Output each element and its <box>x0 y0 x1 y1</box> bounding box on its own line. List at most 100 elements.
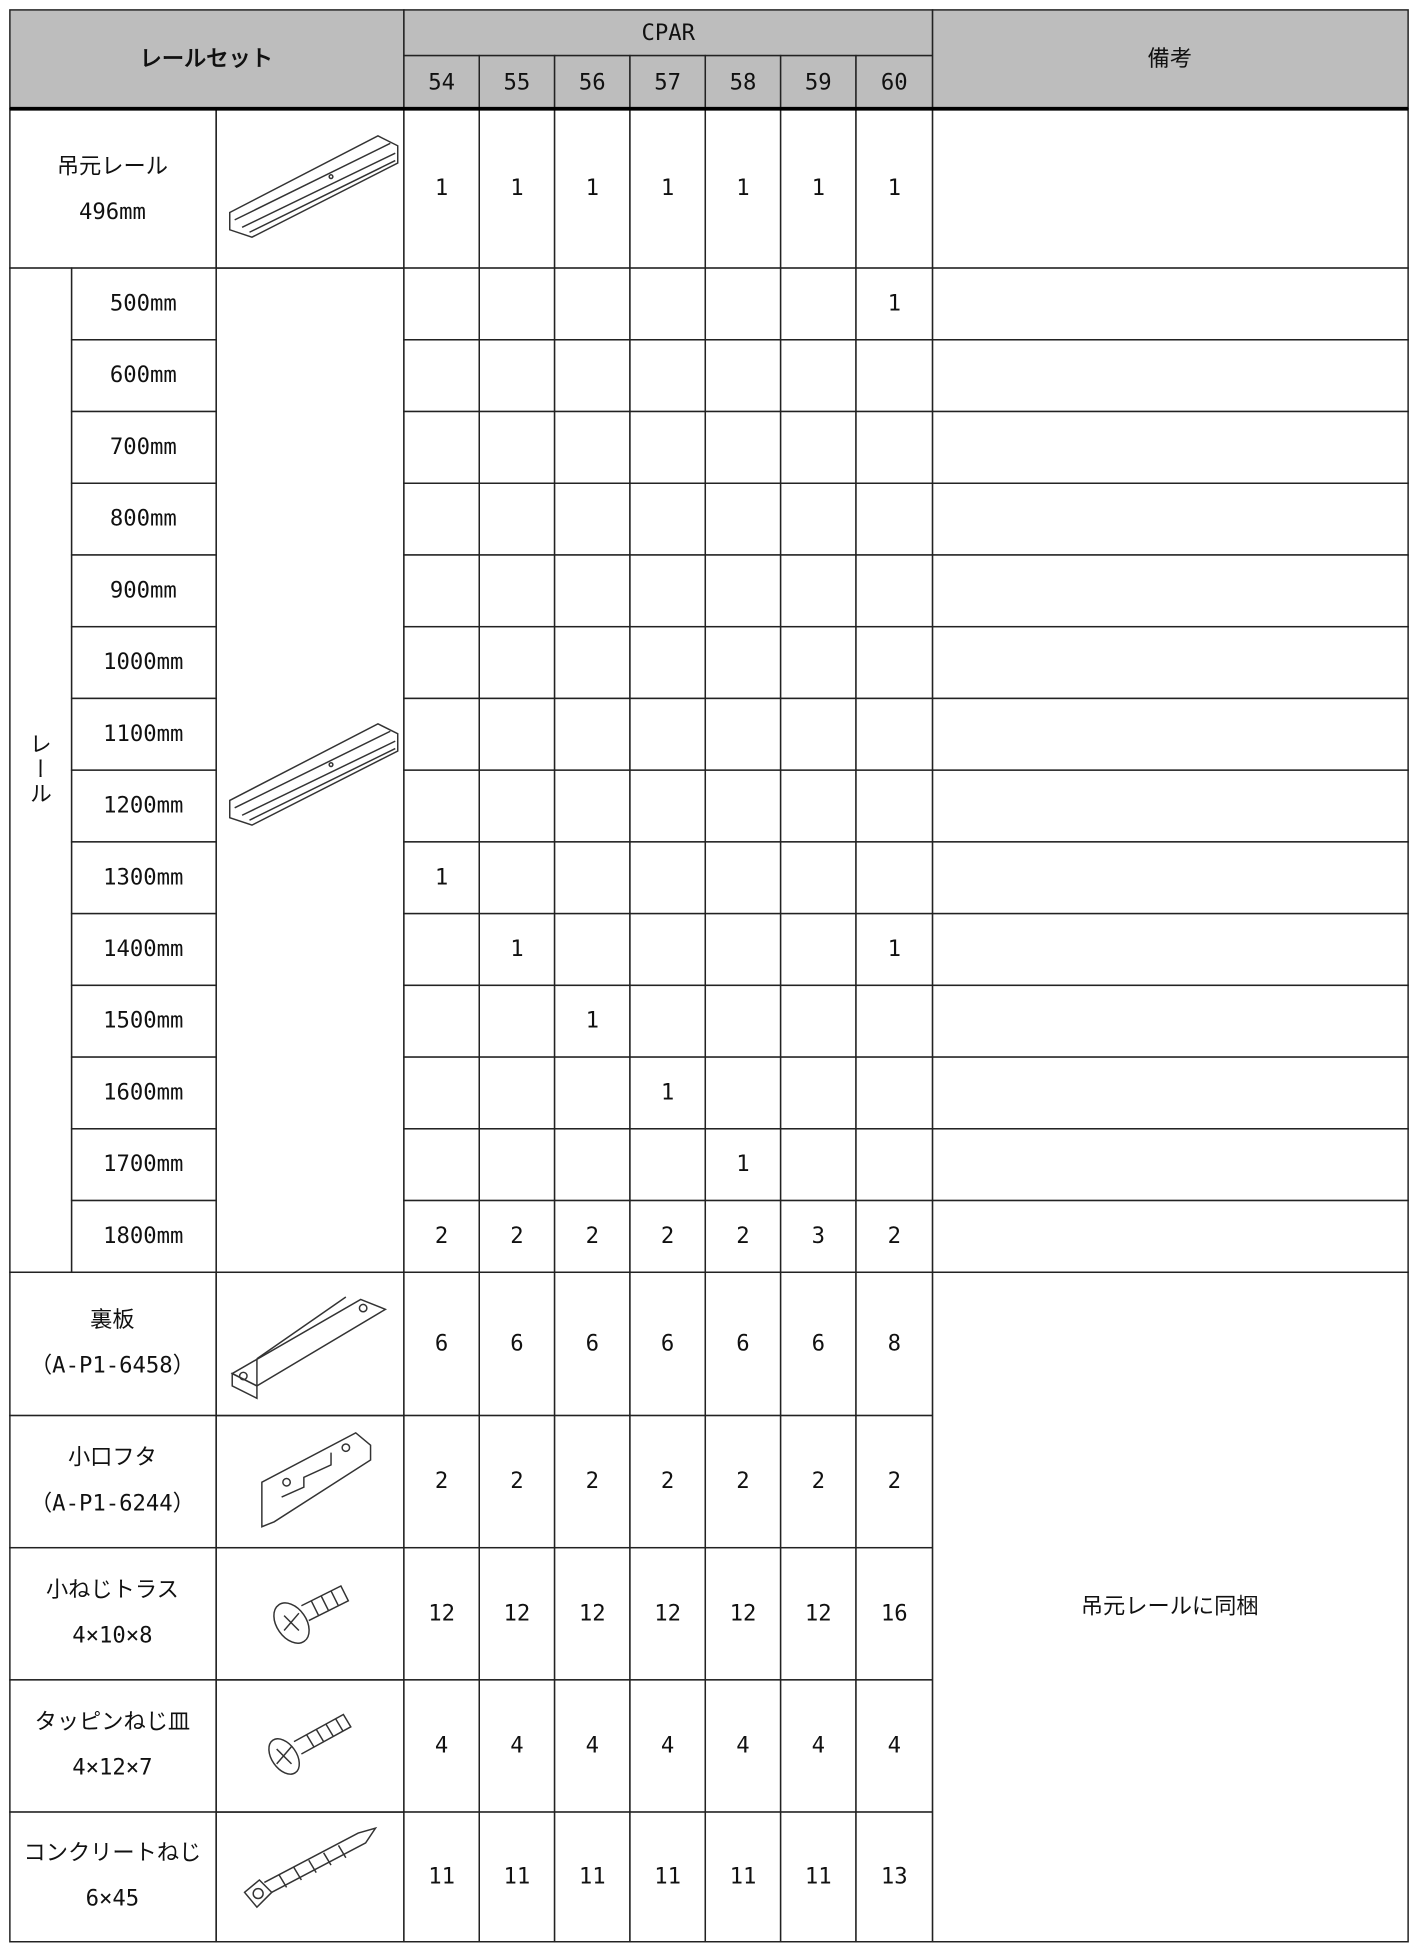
quantity: 4 <box>888 1732 901 1758</box>
column-header: 55 <box>504 69 531 95</box>
cell <box>704 410 782 484</box>
quantity: 4 <box>510 1732 523 1758</box>
cell <box>478 625 556 700</box>
cell <box>855 410 934 484</box>
cell <box>215 1811 405 1943</box>
cell <box>931 769 1409 843</box>
cell <box>70 410 217 484</box>
cell <box>478 984 556 1058</box>
quantity: 1 <box>435 175 448 201</box>
cell <box>9 9 405 110</box>
quantity: 12 <box>805 1600 832 1626</box>
cell <box>403 1128 480 1202</box>
quantity: 12 <box>428 1600 455 1626</box>
quantity: 1 <box>888 175 901 201</box>
header-group: CPAR <box>641 20 695 46</box>
quantity: 2 <box>661 1468 674 1494</box>
cell <box>478 1128 556 1202</box>
quantity: 1 <box>510 175 523 201</box>
cell <box>478 410 556 484</box>
cell <box>478 554 556 628</box>
cell <box>70 339 217 413</box>
cell <box>779 339 857 413</box>
cell <box>704 1199 782 1274</box>
cell <box>403 1546 480 1681</box>
quantity: 1 <box>736 175 749 201</box>
cell <box>855 1679 934 1813</box>
cell <box>855 482 934 556</box>
cell <box>855 554 934 628</box>
cell <box>704 769 782 843</box>
cell <box>704 339 782 413</box>
quantity: 12 <box>504 1600 531 1626</box>
column-header: 58 <box>730 69 757 95</box>
cell <box>931 1056 1409 1130</box>
cell <box>855 1128 934 1202</box>
quantity: 1 <box>736 1151 749 1177</box>
concrete-screw-icon <box>243 1826 378 1909</box>
rail-length: 1600mm <box>103 1079 183 1105</box>
cell <box>9 1679 217 1813</box>
header-remarks: 備考 <box>1148 46 1192 72</box>
rail-length: 1400mm <box>103 936 183 962</box>
cell <box>215 107 405 269</box>
quantity: 16 <box>881 1600 908 1626</box>
column-header: 54 <box>428 69 455 95</box>
quantity: 2 <box>661 1223 674 1249</box>
cell <box>478 339 556 413</box>
cell <box>931 697 1409 771</box>
item-spec: 4×12×7 <box>72 1755 152 1781</box>
quantity: 1 <box>586 1008 599 1034</box>
group-label: レール <box>26 732 52 806</box>
cell <box>403 339 480 413</box>
item-spec: 4×10×8 <box>72 1623 152 1649</box>
cell <box>478 1199 556 1274</box>
rail-length: 1000mm <box>103 649 183 675</box>
cell <box>779 554 857 628</box>
cell <box>629 1811 707 1943</box>
quantity: 12 <box>579 1600 606 1626</box>
quantity: 1 <box>888 290 901 316</box>
cell <box>403 482 480 556</box>
rail-length: 1800mm <box>103 1223 183 1249</box>
quantity: 11 <box>579 1863 606 1889</box>
item-name: 吊元レール <box>57 153 168 179</box>
cell <box>478 841 556 915</box>
cell <box>478 1811 556 1943</box>
quantity: 1 <box>661 175 674 201</box>
item-name: タッピンねじ皿 <box>35 1709 191 1735</box>
cell <box>215 1271 405 1417</box>
cell <box>403 9 934 57</box>
cell <box>478 1056 556 1130</box>
cell <box>478 482 556 556</box>
cell <box>553 697 631 771</box>
cell <box>553 1199 631 1274</box>
cell <box>553 554 631 628</box>
cell <box>629 841 707 915</box>
quantity: 6 <box>510 1330 523 1356</box>
cell <box>779 625 857 700</box>
quantity: 2 <box>812 1468 825 1494</box>
cell <box>403 1199 480 1274</box>
cell <box>779 697 857 771</box>
cell <box>478 769 556 843</box>
cell <box>855 1414 934 1549</box>
cell <box>403 769 480 843</box>
remarks: 吊元レールに同梱 <box>1081 1594 1259 1620</box>
cell <box>553 410 631 484</box>
item-name: コンクリートねじ <box>24 1840 202 1866</box>
cell <box>931 1128 1409 1202</box>
rail-length: 1200mm <box>103 793 183 819</box>
quantity: 2 <box>586 1468 599 1494</box>
cell <box>779 107 857 269</box>
quantity: 11 <box>654 1863 681 1889</box>
cell <box>779 267 857 341</box>
item-name: 裏板 <box>90 1307 134 1333</box>
quantity: 1 <box>888 936 901 962</box>
cell <box>403 841 480 915</box>
cell <box>704 625 782 700</box>
cell <box>931 1271 1409 1943</box>
cell <box>704 1271 782 1417</box>
cell <box>478 1414 556 1549</box>
cell <box>553 1128 631 1202</box>
